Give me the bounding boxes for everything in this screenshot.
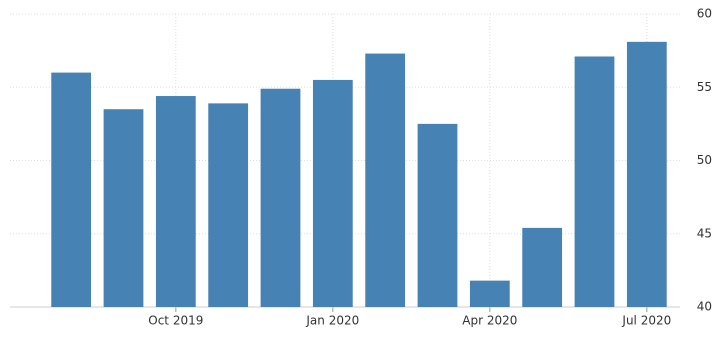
bar [155,96,196,307]
x-tick-label: Jul 2020 [621,314,671,328]
bar [260,88,301,307]
bar [208,103,249,308]
y-tick-label: 40 [697,300,712,314]
bar [417,123,458,307]
bar [574,56,615,307]
bar [103,109,144,307]
bar [365,53,406,308]
y-tick-label: 60 [697,7,712,21]
bar [522,227,563,307]
y-tick-label: 50 [697,153,712,167]
y-tick-label: 45 [697,226,712,240]
x-tick-label: Apr 2020 [462,314,517,328]
y-tick-label: 55 [697,80,712,94]
bar [626,41,667,308]
bar [51,72,92,307]
bar [469,280,510,307]
bar [312,79,353,307]
x-tick-label: Jan 2020 [305,314,359,328]
x-tick-label: Oct 2019 [148,314,203,328]
